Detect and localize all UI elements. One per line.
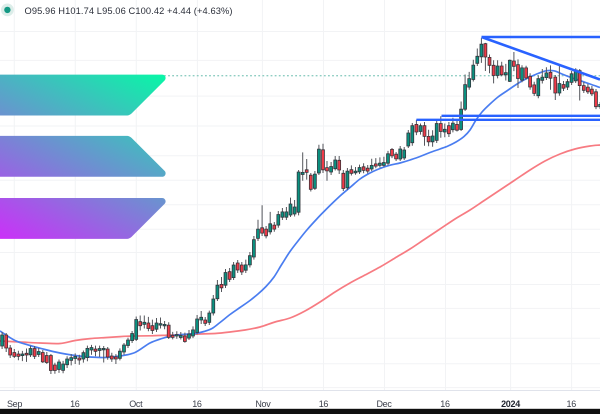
svg-text:Nov: Nov <box>255 399 271 409</box>
svg-text:Dec: Dec <box>376 399 392 409</box>
svg-text:Oct: Oct <box>129 399 143 409</box>
svg-text:16: 16 <box>319 399 329 409</box>
svg-text:16: 16 <box>566 399 576 409</box>
svg-text:2024: 2024 <box>501 399 520 409</box>
svg-text:16: 16 <box>440 399 450 409</box>
svg-text:16: 16 <box>192 399 202 409</box>
svg-text:Sep: Sep <box>7 399 22 409</box>
svg-text:16: 16 <box>70 399 80 409</box>
svg-text:O95.96 H101.74 L95.06 C100.42: O95.96 H101.74 L95.06 C100.42 +4.44 (+4.… <box>25 6 233 16</box>
